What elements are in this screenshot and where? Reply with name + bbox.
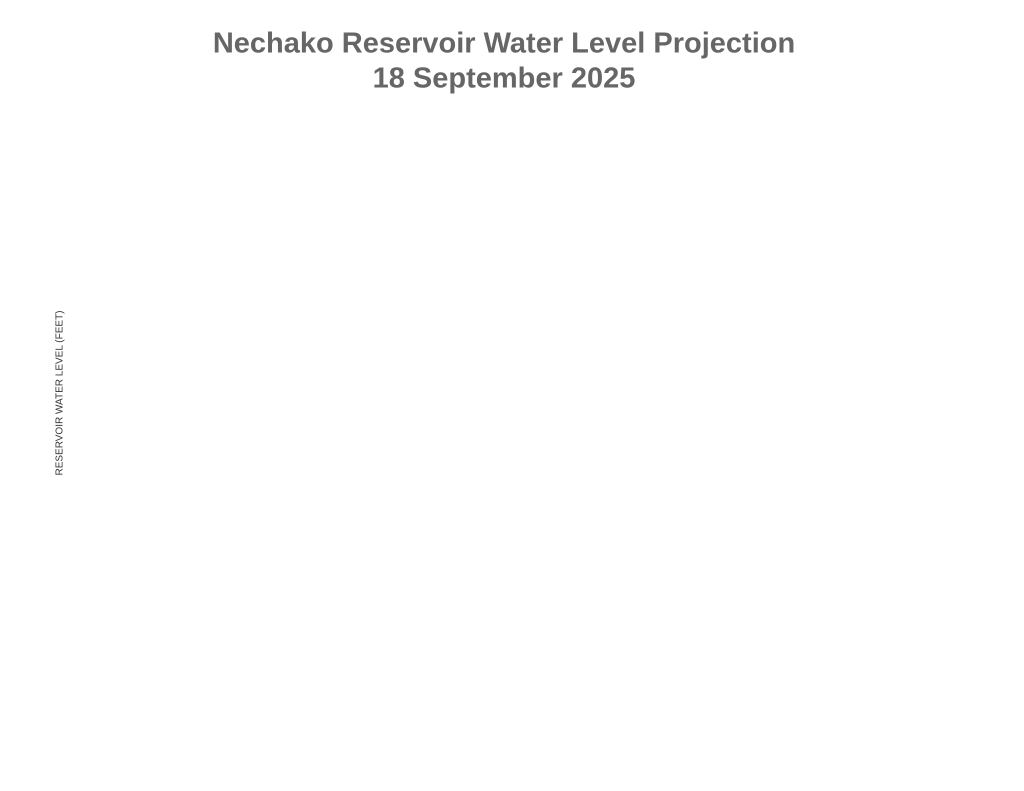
chart-title: Nechako Reservoir Water Level Projection: [213, 28, 795, 60]
chart-subtitle: 18 September 2025: [373, 63, 636, 95]
y-axis-label: RESERVOIR WATER LEVEL (FEET): [55, 310, 66, 475]
